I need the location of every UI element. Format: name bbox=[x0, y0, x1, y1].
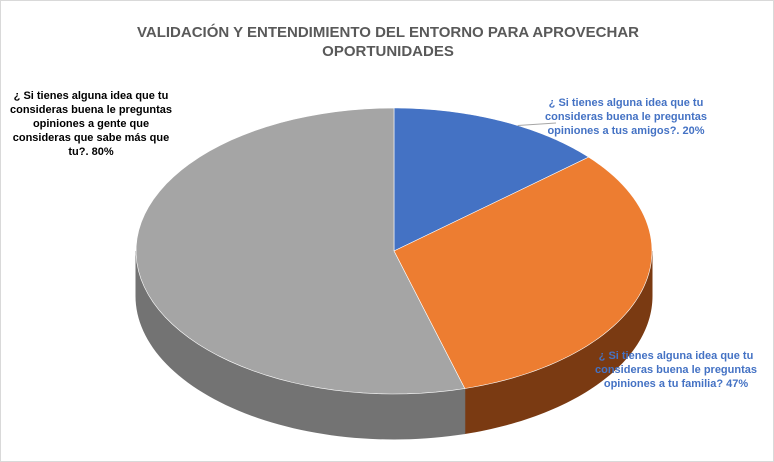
data-label: ¿ Si tienes alguna idea que tu considera… bbox=[10, 90, 172, 158]
leader-line bbox=[517, 122, 557, 127]
slice bbox=[393, 156, 653, 389]
data-label: ¿ Si tienes alguna idea que tu considera… bbox=[595, 350, 757, 390]
slice bbox=[135, 107, 466, 395]
slice bbox=[393, 107, 590, 252]
chart-title: VALIDACIÓN Y ENTENDIMIENTO DEL ENTORNO P… bbox=[137, 24, 639, 60]
data-label: ¿ Si tienes alguna idea que tu considera… bbox=[545, 97, 707, 137]
